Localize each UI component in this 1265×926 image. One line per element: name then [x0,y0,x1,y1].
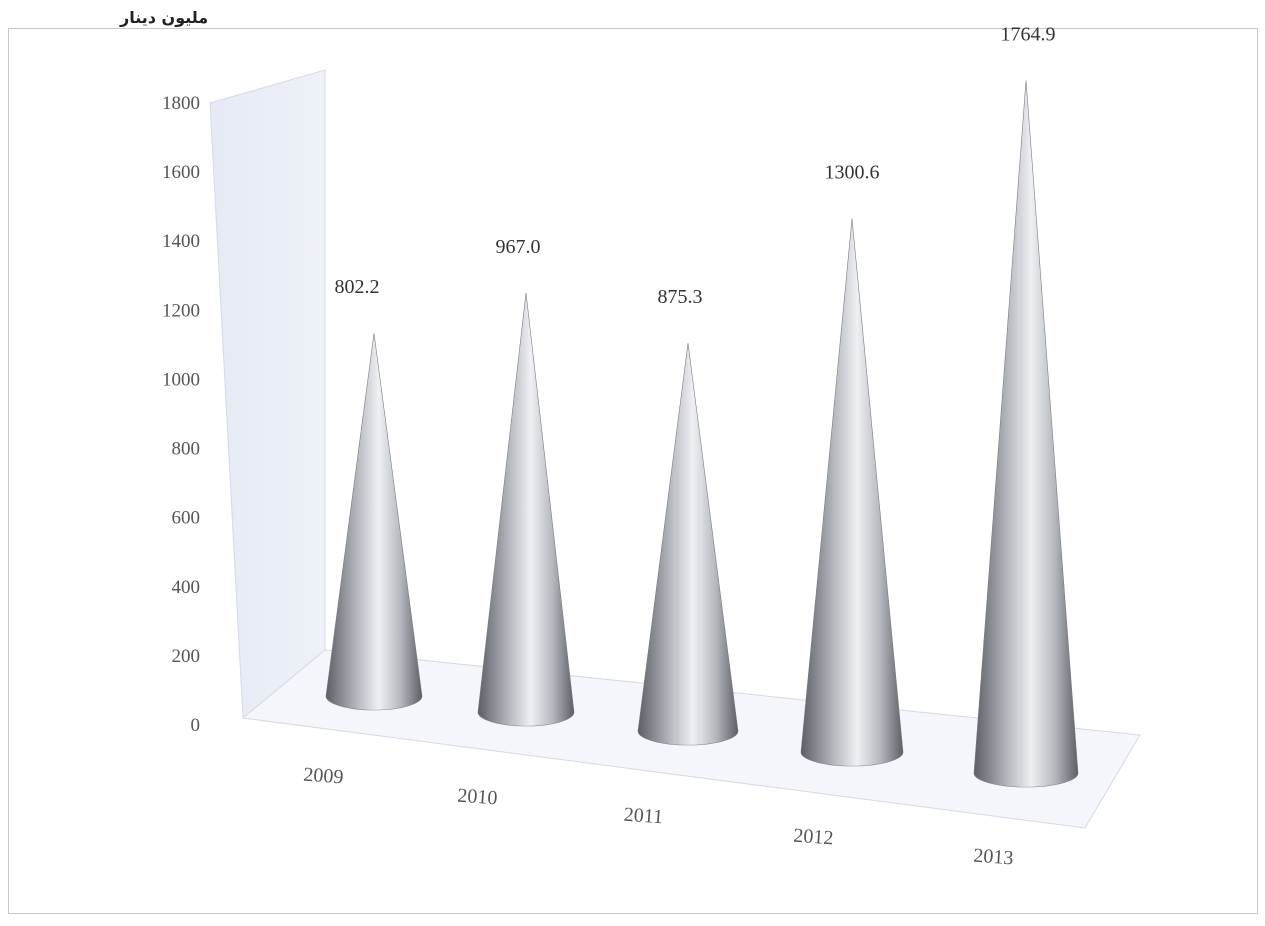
y-tick-label: 800 [172,439,201,460]
y-axis-ticks-group: 0 200 400 600 800 1000 1200 1400 1600 1800 [162,93,200,736]
chart-frame [8,28,1258,914]
cone-bar [477,292,575,727]
y-tick-label: 1400 [162,231,200,252]
cone-base [478,698,574,726]
y-tick-label: 1200 [162,300,200,321]
value-label: 802.2 [335,276,380,298]
cone-body [637,343,739,746]
y-tick-label: 600 [172,508,201,529]
value-label: 1300.6 [825,162,880,184]
y-tick-label: 0 [191,715,201,736]
value-labels-group: 802.2 967.0 875.3 1300.6 1764.9 [335,24,1056,309]
x-category-label: 2013 [973,845,1014,870]
cone-body [973,80,1079,788]
chart-back-wall-group [209,69,326,720]
value-label: 875.3 [658,286,703,308]
cone-bar [325,333,423,711]
cone-bar [637,343,739,746]
cone-body [800,218,904,767]
cone-base [638,717,738,745]
chart-back-wall [209,69,326,720]
x-category-label: 2012 [793,825,834,850]
value-label: 967.0 [496,236,541,258]
cones-group [325,80,1079,788]
category-labels-group: 2009 2010 2011 2012 2013 [303,764,1014,870]
cone-base [801,738,903,766]
cone-base [326,682,422,710]
y-tick-label: 400 [172,577,201,598]
value-label: 1764.9 [1001,24,1056,46]
y-tick-label: 1000 [162,369,200,390]
cone-body [325,333,423,711]
y-tick-label: 200 [172,646,201,667]
unit-label: مليون دينار [120,8,209,27]
cone-body [477,292,575,727]
cone-bar [800,218,904,767]
cone-bar [973,80,1079,788]
x-category-label: 2010 [457,785,498,810]
y-tick-label: 1800 [162,93,200,114]
y-tick-label: 1600 [162,162,200,183]
x-category-label: 2011 [623,804,664,829]
cone-base [974,759,1078,787]
x-category-label: 2009 [303,764,344,789]
